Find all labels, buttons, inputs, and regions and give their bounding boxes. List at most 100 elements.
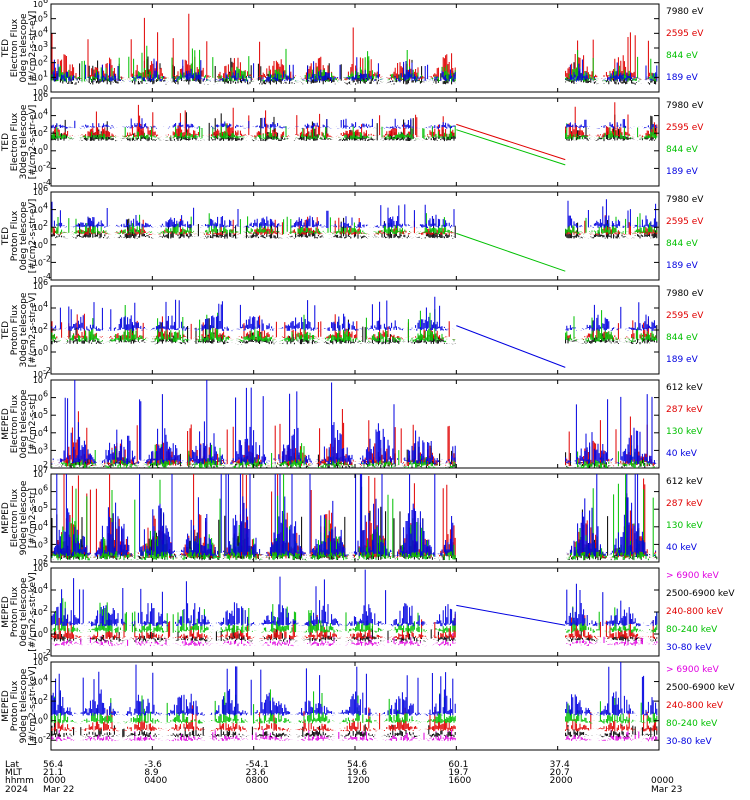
y-axis-label-line: 90deg telescope	[19, 480, 29, 555]
legend-entry: > 6900 keV	[666, 571, 720, 581]
footer-value: Mar 23	[651, 785, 682, 795]
y-tick-label: 10	[33, 348, 43, 357]
y-axis-label-line: MEPED	[1, 690, 11, 722]
y-tick-exponent: 6	[43, 90, 48, 99]
y-tick-label: 10	[33, 94, 43, 103]
y-tick-label: 10	[33, 658, 43, 667]
legend-entry: 7980 eV	[666, 289, 704, 299]
y-tick-exponent: -2	[43, 648, 51, 657]
footer-value: 37.4	[550, 760, 570, 770]
y-tick-exponent: 5	[43, 407, 48, 416]
legend-entry: 2595 eV	[666, 311, 704, 321]
y-tick-exponent: 4	[43, 108, 48, 117]
y-tick-exponent: 2	[43, 460, 48, 469]
legend-entry: 844 eV	[666, 51, 699, 61]
y-tick-label: 10	[33, 717, 43, 726]
series-3-trace	[51, 213, 658, 235]
legend-entry: 612 keV	[666, 383, 703, 393]
y-tick-label: 10	[33, 464, 43, 473]
y-axis-label-line: Proton Flux	[10, 304, 20, 355]
legend-entry: 2500-6900 keV	[666, 589, 735, 599]
legend-entry: 80-240 keV	[666, 719, 718, 729]
y-tick-label: 10	[33, 540, 43, 549]
y-tick-exponent: 0	[43, 344, 48, 353]
y-tick-label: 10	[33, 630, 43, 639]
y-tick-exponent: 2	[43, 125, 48, 134]
footer-value: 60.1	[448, 760, 468, 770]
y-tick-exponent: -2	[43, 160, 51, 169]
y-tick-label: 10	[33, 29, 43, 38]
y-axis-label-line: 0deg telescope	[19, 389, 29, 459]
legend-entry: 2595 eV	[666, 29, 704, 39]
legend-entry: 7980 eV	[666, 7, 704, 17]
y-tick-label: 10	[33, 44, 43, 53]
y-tick-exponent: 6	[43, 654, 48, 663]
y-tick-label: 10	[33, 411, 43, 420]
series-4-trace	[51, 117, 658, 129]
y-axis-label-line: [#/cm2-s-str-eV]	[28, 293, 38, 368]
gap-interpolation-line	[456, 129, 566, 166]
y-tick-exponent: -2	[43, 254, 51, 263]
series-5-trace	[51, 569, 658, 627]
y-tick-label: 10	[33, 678, 43, 687]
series-4-trace	[51, 598, 658, 633]
y-tick-exponent: 4	[43, 300, 48, 309]
legend-entry: 287 keV	[666, 499, 703, 509]
y-tick-label: 10	[33, 652, 43, 661]
y-tick-exponent: 3	[43, 40, 48, 49]
y-tick-label: 10	[33, 326, 43, 335]
legend-entry: 612 keV	[666, 477, 703, 487]
y-tick-label: 10	[33, 73, 43, 82]
y-axis-label-line: Electron Flux	[10, 394, 20, 453]
y-tick-label: 10	[33, 59, 43, 68]
y-tick-exponent: 4	[43, 425, 48, 434]
y-tick-label: 10	[33, 112, 43, 121]
panel-frame	[50, 379, 660, 469]
legend-entry: 189 eV	[666, 167, 699, 177]
footer-row-label: 2024	[5, 785, 28, 795]
footer-value: 0000	[651, 776, 674, 786]
series-4-trace	[51, 474, 657, 557]
y-axis-label-line: MEPED	[1, 408, 11, 440]
y-tick-exponent: 6	[43, 0, 48, 5]
footer-value: 21.1	[43, 768, 63, 778]
y-axis-label-line: Proton Flux	[10, 680, 20, 731]
legend-entry: > 6900 keV	[666, 665, 720, 675]
footer-value: 19.6	[347, 768, 367, 778]
y-axis-label-line: 0deg telescope	[19, 577, 29, 647]
y-tick-exponent: 2	[43, 604, 48, 613]
y-tick-exponent: 7	[43, 372, 48, 381]
y-tick-label: 10	[33, 276, 43, 285]
footer-value: 19.7	[448, 768, 468, 778]
footer-row-label: MLT	[5, 768, 23, 778]
legend-entry: 240-800 keV	[666, 607, 724, 617]
y-tick-exponent: 4	[43, 202, 48, 211]
y-tick-exponent: 3	[43, 536, 48, 545]
y-axis-label-line: [#/cm2-s-str-keV]	[28, 666, 38, 745]
legend-entry: 2595 eV	[666, 123, 704, 133]
y-axis-label-line: [#/cm2-s-str]	[28, 488, 38, 548]
y-axis-label-line: MEPED	[1, 502, 11, 534]
y-tick-label: 10	[33, 206, 43, 215]
footer-value: 0400	[144, 776, 167, 786]
y-tick-exponent: 7	[43, 466, 48, 475]
y-tick-exponent: 2	[43, 322, 48, 331]
y-tick-label: 10	[33, 258, 43, 267]
y-tick-label: 10	[33, 147, 43, 156]
y-tick-exponent: 1	[43, 69, 48, 78]
y-tick-label: 10	[33, 370, 43, 379]
series-2-trace	[51, 474, 657, 559]
y-tick-label: 10	[33, 505, 43, 514]
y-tick-exponent: 2	[43, 55, 48, 64]
footer-row-label: hhmm	[5, 776, 34, 786]
y-axis-label-line: [#/cm2-s-str-eV]	[28, 199, 38, 274]
footer-row-label: Lat	[5, 760, 20, 770]
y-tick-label: 10	[33, 470, 43, 479]
legend-entry: 240-800 keV	[666, 701, 724, 711]
y-tick-label: 10	[33, 523, 43, 532]
legend-entry: 189 eV	[666, 261, 699, 271]
